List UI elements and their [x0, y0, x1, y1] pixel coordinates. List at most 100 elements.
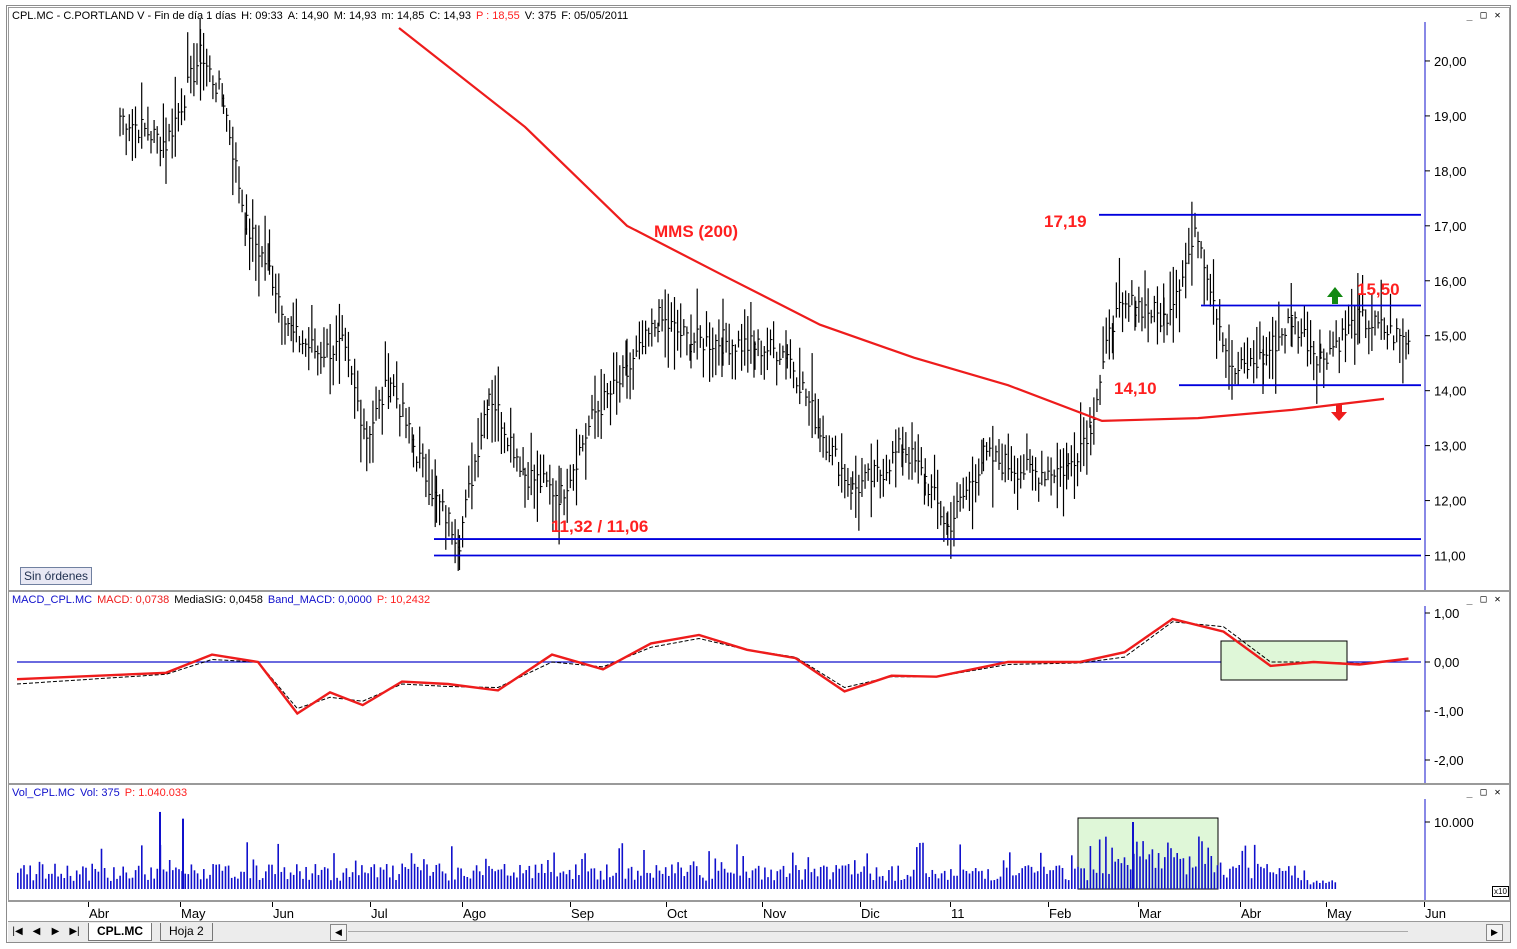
price-bar [927, 483, 931, 507]
tab-hoja-2[interactable]: Hoja 2 [160, 923, 213, 941]
volume-bar [106, 877, 109, 889]
close-icon[interactable]: ✕ [1494, 594, 1502, 605]
volume-bar [813, 868, 816, 889]
x-tick [462, 902, 463, 907]
volume-bar [1123, 857, 1126, 889]
price-bar [491, 379, 495, 443]
price-bar [1147, 288, 1151, 343]
volume-bar [1095, 872, 1098, 889]
price-bar [632, 349, 636, 390]
volume-bar [48, 873, 50, 889]
volume-bar [562, 871, 565, 889]
volume-bar [525, 870, 527, 889]
price-p-label: P : 18,55 [475, 10, 520, 22]
price-bar [199, 28, 203, 101]
price-bar [141, 82, 144, 149]
x-tick [762, 902, 763, 907]
volume-bar [230, 877, 233, 889]
volume-bar [553, 852, 555, 889]
next-sheet-button[interactable]: ▶ [51, 926, 60, 937]
scroll-track[interactable] [348, 931, 1408, 932]
minimize-icon[interactable]: _ [1466, 594, 1474, 605]
y-tick-label: -1,00 [1434, 704, 1464, 719]
volume-bar [854, 860, 856, 889]
mediasig-line [16, 621, 1409, 710]
volume-bar [342, 872, 345, 889]
volume-bar [1092, 869, 1095, 889]
volume-bar [829, 879, 831, 889]
volume-bar [649, 873, 651, 889]
volume-bar [509, 875, 512, 889]
price-bar [841, 433, 844, 493]
close-icon[interactable]: ✕ [1494, 787, 1502, 798]
tab-cpl-mc[interactable]: CPL.MC [88, 923, 152, 941]
x-tick [860, 902, 861, 907]
volume-bar [714, 858, 717, 889]
volume-bar [323, 867, 326, 889]
macd-pane[interactable]: MACD_CPL.MC MACD: 0,0738 MediaSIG: 0,0458 B… [8, 591, 1510, 784]
volume-bar [1232, 866, 1234, 889]
maximize-icon[interactable]: □ [1480, 10, 1488, 21]
last-sheet-button[interactable]: ▶| [69, 926, 80, 937]
price-pane[interactable]: CPL.MC - C.PORTLAND V - Fin de día 1 día… [8, 7, 1510, 591]
price-bar [323, 327, 326, 368]
sin-ordenes-button[interactable]: Sin órdenes [20, 567, 93, 585]
price-bar [1243, 342, 1247, 374]
volume-bar [1117, 858, 1120, 889]
volume-bar [1281, 870, 1284, 889]
price-bar [1377, 311, 1381, 329]
volume-bar [894, 880, 896, 889]
volume-bar [841, 865, 844, 889]
macd-pane-header: MACD_CPL.MC MACD: 0,0738 MediaSIG: 0,0458 B… [9, 592, 435, 608]
close-icon[interactable]: ✕ [1494, 10, 1502, 21]
volume-bar [571, 878, 574, 889]
volume-bar [857, 873, 859, 889]
price-bar [381, 386, 385, 435]
first-sheet-button[interactable]: |◀ [12, 926, 23, 937]
volume-bar [742, 856, 744, 889]
volume-bar [1284, 870, 1287, 889]
price-bar [975, 464, 978, 503]
price-bar [314, 328, 317, 359]
price-bar [864, 464, 868, 489]
price-bar [1153, 295, 1157, 323]
minimize-icon[interactable]: _ [1466, 10, 1474, 21]
volume-bar [165, 871, 168, 889]
price-bar [609, 380, 613, 426]
price-bar [1169, 271, 1173, 326]
price-bar [1102, 326, 1106, 370]
macd-value-label: MACD: 0,0738 [97, 594, 170, 606]
volume-bar [336, 877, 338, 889]
maximize-icon[interactable]: □ [1480, 594, 1488, 605]
volume-bar [395, 880, 397, 889]
price-bar [295, 298, 299, 343]
price-bar [232, 126, 235, 196]
volume-bar [308, 879, 310, 889]
scroll-right-icon[interactable]: ▶ [1486, 924, 1503, 941]
volume-bar [751, 870, 754, 889]
price-bar [344, 327, 348, 361]
price-bar [699, 325, 703, 348]
scroll-left-icon[interactable]: ◀ [330, 924, 347, 941]
volume-bar [692, 861, 695, 889]
price-bar [819, 418, 822, 453]
price-bar [612, 352, 616, 395]
macd-name-label: MACD_CPL.MC [12, 594, 93, 606]
price-bar [1396, 318, 1399, 343]
maximize-icon[interactable]: □ [1480, 787, 1488, 798]
volume-bar [292, 874, 295, 889]
volume-bar [726, 872, 729, 889]
minimize-icon[interactable]: _ [1466, 787, 1474, 798]
volume-pane[interactable]: Vol_CPL.MC Vol: 375 P: 1.040.033 _ □ ✕ 10.00… [8, 784, 1510, 901]
volume-bar [398, 874, 400, 889]
volume-bar [97, 871, 100, 889]
x-tick [1138, 902, 1139, 907]
volume-bar [1164, 857, 1166, 889]
price-bar [920, 447, 924, 476]
price-bar [329, 324, 333, 395]
price-bar [1034, 457, 1038, 491]
prev-sheet-button[interactable]: ◀ [32, 926, 41, 937]
volume-bar [847, 864, 850, 889]
volume-bar [568, 869, 571, 889]
scale-note: x10 [1492, 886, 1509, 897]
